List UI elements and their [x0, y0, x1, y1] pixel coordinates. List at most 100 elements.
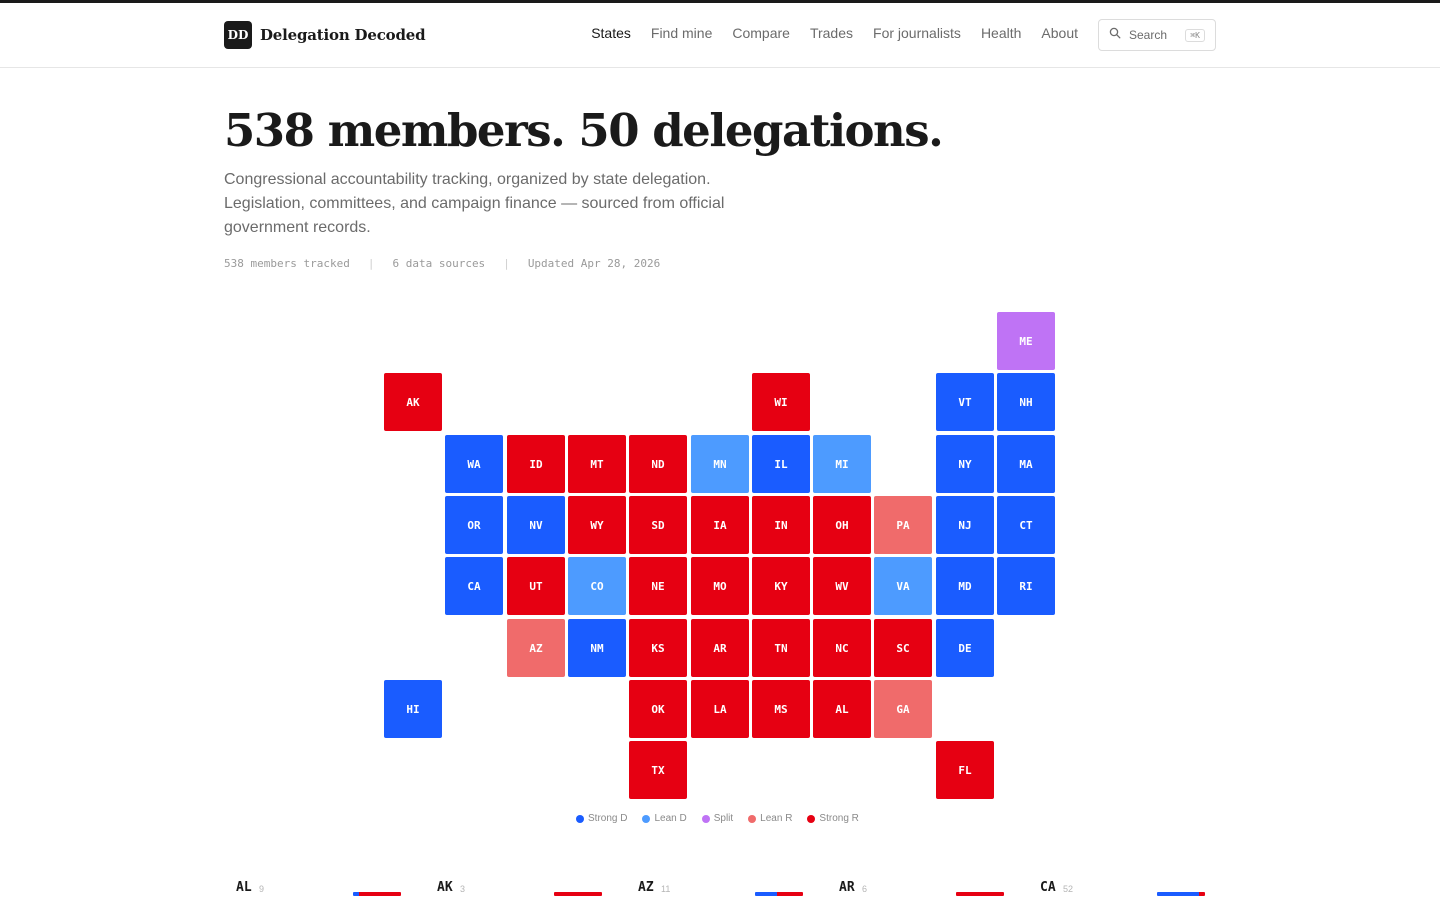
state-tile-id[interactable]: ID	[507, 435, 565, 493]
site-header: DD Delegation Decoded States Find mine C…	[0, 3, 1440, 68]
state-tile-fl[interactable]: FL	[936, 741, 994, 799]
state-tile-sc[interactable]: SC	[874, 619, 932, 677]
state-tile-nm[interactable]: NM	[568, 619, 626, 677]
state-tile-mt[interactable]: MT	[568, 435, 626, 493]
delegation-balance-bar	[353, 892, 401, 896]
state-card-abbr: AR	[839, 880, 855, 895]
state-tile-nj[interactable]: NJ	[936, 496, 994, 554]
state-tile-ky[interactable]: KY	[752, 557, 810, 615]
state-tile-ok[interactable]: OK	[629, 680, 687, 738]
state-tile-tx[interactable]: TX	[629, 741, 687, 799]
page-title: 538 members. 50 delegations.	[224, 104, 944, 157]
state-tile-pa[interactable]: PA	[874, 496, 932, 554]
legend-item-strong-r: Strong R	[807, 813, 859, 824]
state-tile-wi[interactable]: WI	[752, 373, 810, 431]
state-tile-ri[interactable]: RI	[997, 557, 1055, 615]
state-tile-hi[interactable]: HI	[384, 680, 442, 738]
state-tile-sd[interactable]: SD	[629, 496, 687, 554]
state-tile-or[interactable]: OR	[445, 496, 503, 554]
state-tile-nv[interactable]: NV	[507, 496, 565, 554]
state-tile-ca[interactable]: CA	[445, 557, 503, 615]
state-tile-oh[interactable]: OH	[813, 496, 871, 554]
state-card-count: 52	[1063, 884, 1074, 894]
state-tile-ar[interactable]: AR	[691, 619, 749, 677]
state-tile-ms[interactable]: MS	[752, 680, 810, 738]
nav-compare[interactable]: Compare	[732, 25, 790, 41]
meta-separator: |	[503, 257, 510, 270]
meta-strip: 538 members tracked | 6 data sources | U…	[224, 257, 660, 270]
nav-health[interactable]: Health	[980, 25, 1022, 41]
legend-swatch	[807, 814, 816, 823]
state-tile-al[interactable]: AL	[813, 680, 871, 738]
state-tile-ma[interactable]: MA	[997, 435, 1055, 493]
legend-item-strong-d: Strong D	[576, 813, 627, 824]
legend-swatch	[576, 814, 584, 823]
state-card-ar[interactable]: AR 6	[827, 878, 1007, 900]
nav-find-mine[interactable]: Find mine	[650, 25, 713, 41]
legend-swatch	[748, 814, 757, 823]
state-card-ca[interactable]: CA 52	[1028, 878, 1208, 900]
state-tile-wv[interactable]: WV	[813, 557, 871, 615]
nav-states[interactable]: States	[591, 25, 631, 41]
state-card-count: 3	[460, 884, 466, 894]
state-tile-nc[interactable]: NC	[813, 619, 871, 677]
state-tile-nd[interactable]: ND	[629, 435, 687, 493]
brand-logo[interactable]: DD Delegation Decoded	[224, 21, 426, 49]
balance-rep-segment	[358, 892, 401, 896]
balance-dem-segment	[353, 892, 359, 896]
state-tile-ga[interactable]: GA	[874, 680, 932, 738]
state-tile-mi[interactable]: MI	[813, 435, 871, 493]
balance-rep-segment	[1199, 892, 1205, 896]
state-tile-ut[interactable]: UT	[507, 557, 565, 615]
state-card-count: 6	[862, 884, 868, 894]
nav-for-journalists[interactable]: For journalists	[873, 25, 961, 41]
state-tile-wa[interactable]: WA	[445, 435, 503, 493]
legend-item-split: Split	[701, 813, 733, 824]
state-tile-wy[interactable]: WY	[568, 496, 626, 554]
balance-dem-segment	[1157, 892, 1200, 896]
state-tile-ia[interactable]: IA	[691, 496, 749, 554]
main-nav: States Find mine Compare Trades For jour…	[571, 25, 1078, 41]
state-card-al[interactable]: AL 9	[224, 878, 404, 900]
state-card-count: 9	[259, 884, 265, 894]
state-tile-mo[interactable]: MO	[691, 557, 749, 615]
top-accent-bar	[0, 0, 1440, 3]
delegation-balance-bar	[554, 892, 602, 896]
state-tile-tn[interactable]: TN	[752, 619, 810, 677]
state-tile-il[interactable]: IL	[752, 435, 810, 493]
state-tile-me[interactable]: ME	[997, 312, 1055, 370]
meta-separator: |	[367, 257, 375, 270]
state-tile-la[interactable]: LA	[691, 680, 749, 738]
state-tile-co[interactable]: CO	[568, 557, 626, 615]
state-tile-va[interactable]: VA	[874, 557, 932, 615]
balance-rep-segment	[776, 892, 803, 896]
state-card-ak[interactable]: AK 3	[425, 878, 605, 900]
legend-item-lean-r: Lean R	[748, 813, 792, 824]
state-tile-nh[interactable]: NH	[997, 373, 1055, 431]
state-tile-ny[interactable]: NY	[936, 435, 994, 493]
delegation-balance-bar	[1157, 892, 1205, 896]
state-tile-ks[interactable]: KS	[629, 619, 687, 677]
state-card-abbr: AL	[236, 880, 252, 895]
state-card-az[interactable]: AZ 11	[626, 878, 806, 900]
legend-swatch	[642, 814, 651, 823]
state-tile-ne[interactable]: NE	[629, 557, 687, 615]
nav-about[interactable]: About	[1041, 25, 1078, 41]
balance-rep-segment	[956, 892, 1004, 896]
state-card-abbr: AZ	[638, 880, 654, 895]
map-legend: Strong D Lean D Split Lean R Strong R	[576, 813, 874, 824]
state-tile-vt[interactable]: VT	[936, 373, 994, 431]
state-tile-az[interactable]: AZ	[507, 619, 565, 677]
brand-mark: DD	[224, 21, 252, 49]
search-icon	[1109, 26, 1121, 44]
nav-trades[interactable]: Trades	[809, 25, 854, 41]
state-tile-de[interactable]: DE	[936, 619, 994, 677]
search-button[interactable]: Search ⌘K	[1098, 19, 1216, 51]
state-card-abbr: AK	[437, 880, 453, 895]
state-tile-ct[interactable]: CT	[997, 496, 1055, 554]
state-tile-in[interactable]: IN	[752, 496, 810, 554]
state-tile-ak[interactable]: AK	[384, 373, 442, 431]
state-tile-mn[interactable]: MN	[691, 435, 749, 493]
state-tile-md[interactable]: MD	[936, 557, 994, 615]
